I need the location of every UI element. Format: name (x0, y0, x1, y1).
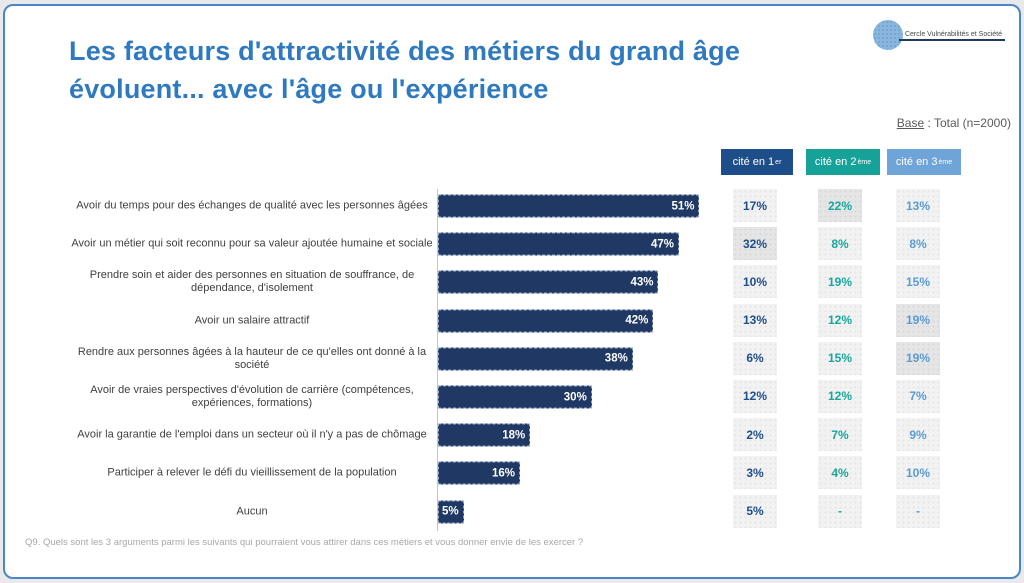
chart-row: Avoir la garantie de l'emploi dans un se… (69, 416, 1013, 454)
bar-value-label: 42% (625, 314, 649, 327)
category-label: Rendre aux personnes âgées à la hauteur … (77, 345, 427, 371)
cited2-cell: 7% (818, 418, 862, 452)
legend-cited-2nd: cité en 2 ème (806, 149, 880, 175)
bar-value-label: 18% (502, 429, 526, 442)
bar: 30% (438, 385, 592, 409)
legend-cited-1st-label: cité en 1 (732, 156, 775, 168)
chart-row: Avoir un métier qui soit reconnu pour sa… (69, 225, 1013, 263)
category-label: Avoir un métier qui soit reconnu pour sa… (71, 237, 433, 250)
bar-value-label: 38% (604, 352, 628, 365)
base-note: Base : Total (n=2000) (897, 116, 1011, 130)
chart-row: Avoir un salaire attractif 42% 13% 12% 1… (69, 302, 1013, 340)
cited1-cell: 2% (733, 418, 777, 452)
cited1-cell: 13% (733, 303, 777, 337)
cited2-cell: - (818, 494, 862, 528)
cited2-cell: 19% (818, 265, 862, 299)
bar-track: 30% (438, 385, 720, 409)
cited1-cell: 5% (733, 494, 777, 528)
page-title: Les facteurs d'attractivité des métiers … (69, 36, 741, 104)
cited2-cell: 22% (818, 189, 862, 222)
cited1-cell: 3% (733, 456, 777, 490)
cited2-cell: 8% (818, 227, 862, 261)
bar-value-label: 51% (671, 200, 695, 213)
bar: 18% (438, 423, 531, 447)
cited3-cell: 19% (896, 341, 940, 375)
bar: 43% (438, 270, 659, 294)
cited3-cell: 8% (896, 227, 940, 261)
chart-row: Aucun 5% 5% - - (69, 493, 1013, 531)
cited1-cell: 12% (733, 379, 777, 413)
bar-track: 51% (438, 194, 720, 218)
slide: Les facteurs d'attractivité des métiers … (3, 4, 1021, 579)
rank-legend: cité en 1 er cité en 2 ème cité en 3 ème (721, 149, 981, 176)
bar: 51% (438, 194, 700, 218)
category-label: Avoir la garantie de l'emploi dans un se… (77, 428, 427, 441)
bar: 42% (438, 309, 654, 333)
chart-row: Avoir du temps pour des échanges de qual… (69, 187, 1013, 225)
bar-value-label: 5% (442, 505, 459, 518)
chart-row: Participer à relever le défi du vieillis… (69, 454, 1013, 492)
legend-cited-2nd-label: cité en 2 (814, 156, 857, 168)
category-label: Avoir de vraies perspectives d'évolution… (90, 384, 414, 410)
cited3-cell: 19% (896, 303, 940, 337)
cited3-cell: 10% (896, 456, 940, 490)
bar-track: 16% (438, 461, 720, 485)
legend-cited-3rd-label: cité en 3 (895, 156, 938, 168)
base-value: : Total (n=2000) (924, 116, 1011, 130)
cited1-cell: 17% (733, 189, 777, 222)
question-footnote: Q9. Quels sont les 3 arguments parmi les… (25, 537, 584, 548)
cited1-cell: 32% (733, 227, 777, 261)
bar: 38% (438, 347, 633, 371)
bar-chart: Avoir du temps pour des échanges de qual… (69, 187, 1013, 531)
cited2-cell: 4% (818, 456, 862, 490)
cited2-cell: 12% (818, 379, 862, 413)
chart-row: Rendre aux personnes âgées à la hauteur … (69, 340, 1013, 378)
bar-track: 5% (438, 500, 720, 524)
category-label: Prendre soin et aider des personnes en s… (89, 269, 415, 295)
cited2-cell: 12% (818, 303, 862, 337)
cited3-cell: 7% (896, 379, 940, 413)
legend-cited-1st: cité en 1 er (721, 149, 793, 175)
base-label: Base (896, 116, 925, 130)
axis-line (437, 189, 438, 531)
category-label: Participer à relever le défi du vieillis… (107, 466, 397, 479)
cited3-cell: 15% (896, 265, 940, 299)
bar-value-label: 47% (650, 238, 674, 251)
logo-text: Cercle Vulnérabilités et Société (898, 29, 1005, 41)
cited1-cell: 6% (733, 341, 777, 375)
logo: Cercle Vulnérabilités et Société (872, 20, 1005, 50)
bar-track: 47% (438, 232, 720, 256)
cited3-cell: 13% (896, 189, 940, 222)
cited3-cell: - (896, 494, 940, 528)
bar-value-label: 16% (492, 467, 516, 480)
bar: 5% (438, 500, 464, 524)
bar: 47% (438, 232, 679, 256)
chart-row: Avoir de vraies perspectives d'évolution… (69, 378, 1013, 416)
bar-track: 43% (438, 270, 720, 294)
category-label: Avoir un salaire attractif (194, 314, 310, 327)
category-label: Aucun (236, 505, 268, 518)
bar-value-label: 30% (563, 391, 587, 404)
bar-track: 38% (438, 347, 720, 371)
category-label: Avoir du temps pour des échanges de qual… (76, 199, 428, 212)
bar-track: 42% (438, 309, 720, 333)
legend-cited-3rd: cité en 3 ème (887, 149, 961, 175)
cited3-cell: 9% (896, 418, 940, 452)
legend-cited-2nd-sup: ème (857, 158, 872, 166)
bar-value-label: 43% (630, 276, 654, 289)
bar: 16% (438, 461, 521, 485)
chart-row: Prendre soin et aider des personnes en s… (69, 263, 1013, 301)
legend-cited-1st-sup: er (775, 158, 782, 166)
cited2-cell: 15% (818, 341, 862, 375)
legend-cited-3rd-sup: ème (938, 158, 953, 166)
logo-globe-icon (872, 20, 903, 50)
cited1-cell: 10% (733, 265, 777, 299)
bar-track: 18% (438, 423, 720, 447)
